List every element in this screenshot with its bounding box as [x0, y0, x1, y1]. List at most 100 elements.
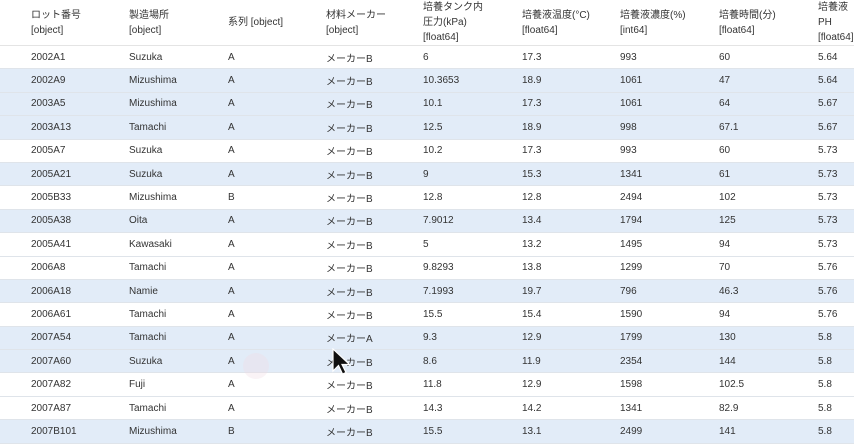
table-cell[interactable]: 141	[719, 419, 818, 444]
table-cell[interactable]: A	[228, 45, 326, 70]
table-cell[interactable]: 10.2	[423, 139, 522, 163]
table-row[interactable]: 2006A61 Tamachi A メーカーB 15.5 15.4 1590 94 5.76	[0, 302, 854, 327]
table-cell[interactable]: 13.8	[522, 256, 620, 280]
table-cell[interactable]: 130	[719, 326, 818, 351]
table-cell[interactable]: 14.3	[423, 396, 522, 421]
table-cell[interactable]: 12.5	[423, 115, 522, 140]
table-cell[interactable]: Fuji	[129, 372, 228, 397]
table-cell[interactable]: 94	[719, 302, 818, 327]
table-cell[interactable]: 61	[719, 162, 818, 187]
table-row[interactable]: 2005A41 Kawasaki A メーカーB 5 13.2 1495 94 5.73	[0, 232, 854, 257]
table-cell[interactable]: 5.8	[818, 372, 854, 397]
column-header[interactable]: 培養液濃度(%) [int64]	[620, 0, 719, 46]
table-cell[interactable]: 144	[719, 349, 818, 374]
table-cell[interactable]: A	[228, 372, 326, 397]
table-cell[interactable]: 102	[719, 185, 818, 210]
column-header[interactable]: 培養液PH [float64]	[818, 0, 854, 46]
table-cell[interactable]: 2005A41	[31, 232, 129, 257]
column-header[interactable]: 培養タンク内 圧力(kPa) [float64]	[423, 0, 522, 46]
table-cell[interactable]: Mizushima	[129, 68, 228, 93]
table-cell[interactable]: Kawasaki	[129, 232, 228, 257]
table-cell[interactable]: メーカーB	[326, 396, 423, 421]
table-cell[interactable]: 2354	[620, 349, 719, 374]
table-cell[interactable]: 19.7	[522, 279, 620, 304]
column-header[interactable]: 材料メーカー [object]	[326, 0, 423, 46]
table-cell[interactable]: Tamachi	[129, 302, 228, 327]
table-cell[interactable]: 2005A21	[31, 162, 129, 187]
table-cell[interactable]: A	[228, 115, 326, 140]
table-cell[interactable]: 12.8	[522, 185, 620, 210]
table-cell[interactable]: 82.9	[719, 396, 818, 421]
table-cell[interactable]: 6	[423, 45, 522, 70]
table-cell[interactable]: 5.76	[818, 256, 854, 280]
table-cell[interactable]: 1341	[620, 162, 719, 187]
table-cell[interactable]: 998	[620, 115, 719, 140]
table-cell[interactable]: 993	[620, 139, 719, 163]
table-cell[interactable]: 2003A13	[31, 115, 129, 140]
table-cell[interactable]: A	[228, 349, 326, 374]
column-header[interactable]: 培養時間(分) [float64]	[719, 0, 818, 46]
table-cell[interactable]: 1341	[620, 396, 719, 421]
table-cell[interactable]: メーカーB	[326, 279, 423, 304]
table-cell[interactable]: 2005A38	[31, 209, 129, 234]
table-cell[interactable]: 796	[620, 279, 719, 304]
table-cell[interactable]: 2002A9	[31, 68, 129, 93]
table-cell[interactable]: A	[228, 139, 326, 163]
table-cell[interactable]: 5.67	[818, 115, 854, 140]
table-cell[interactable]: 5.73	[818, 139, 854, 163]
table-cell[interactable]: 2007A87	[31, 396, 129, 421]
table-cell[interactable]: 5.73	[818, 232, 854, 257]
table-cell[interactable]: 2006A61	[31, 302, 129, 327]
table-cell[interactable]: 1794	[620, 209, 719, 234]
table-cell[interactable]: 12.8	[423, 185, 522, 210]
table-cell[interactable]: 10.3653	[423, 68, 522, 93]
table-cell[interactable]: 15.5	[423, 302, 522, 327]
table-cell[interactable]: 2005A7	[31, 139, 129, 163]
table-cell[interactable]: 17.3	[522, 139, 620, 163]
column-header[interactable]: 培養液温度(°C) [float64]	[522, 0, 620, 46]
table-cell[interactable]: Tamachi	[129, 256, 228, 280]
column-header[interactable]: ロット番号 [object]	[31, 0, 129, 46]
table-cell[interactable]: メーカーA	[326, 326, 423, 351]
table-cell[interactable]: 5.64	[818, 68, 854, 93]
table-cell[interactable]: Suzuka	[129, 162, 228, 187]
table-cell[interactable]: 18.9	[522, 68, 620, 93]
table-cell[interactable]: メーカーB	[326, 302, 423, 327]
table-row[interactable]: 2006A8 Tamachi A メーカーB 9.8293 13.8 1299 70 5.76	[0, 256, 854, 280]
column-header[interactable]: 系列 [object]	[228, 0, 326, 46]
table-cell[interactable]: 12.9	[522, 326, 620, 351]
table-cell[interactable]: Tamachi	[129, 326, 228, 351]
table-cell[interactable]: 5.76	[818, 279, 854, 304]
table-cell[interactable]: 14.2	[522, 396, 620, 421]
table-cell[interactable]: 12.9	[522, 372, 620, 397]
table-cell[interactable]: 7.1993	[423, 279, 522, 304]
table-row[interactable]: 2007B101 Mizushima B メーカーB 15.5 13.1 2499 141 5.…	[0, 419, 854, 444]
table-cell[interactable]: Mizushima	[129, 185, 228, 210]
table-cell[interactable]: 5.8	[818, 419, 854, 444]
table-cell[interactable]: 5.73	[818, 162, 854, 187]
table-cell[interactable]: 11.8	[423, 372, 522, 397]
table-cell[interactable]: メーカーB	[326, 115, 423, 140]
table-cell[interactable]: A	[228, 279, 326, 304]
table-cell[interactable]: 1590	[620, 302, 719, 327]
table-cell[interactable]: メーカーB	[326, 162, 423, 187]
table-cell[interactable]: 15.3	[522, 162, 620, 187]
table-cell[interactable]: Suzuka	[129, 349, 228, 374]
table-cell[interactable]: メーカーB	[326, 419, 423, 444]
table-cell[interactable]: 1061	[620, 68, 719, 93]
table-cell[interactable]: 9.3	[423, 326, 522, 351]
table-cell[interactable]: A	[228, 232, 326, 257]
table-cell[interactable]: メーカーB	[326, 185, 423, 210]
table-cell[interactable]: 17.3	[522, 45, 620, 70]
table-cell[interactable]: 9.8293	[423, 256, 522, 280]
table-cell[interactable]: メーカーB	[326, 209, 423, 234]
table-row[interactable]: 2002A1 Suzuka A メーカーB 6 17.3 993 60 5.64	[0, 45, 854, 70]
table-row[interactable]: 2007A87 Tamachi A メーカーB 14.3 14.2 1341 82.9 5.8	[0, 396, 854, 421]
table-cell[interactable]: メーカーB	[326, 45, 423, 70]
table-cell[interactable]: Tamachi	[129, 115, 228, 140]
table-cell[interactable]: 2002A1	[31, 45, 129, 70]
table-cell[interactable]: 18.9	[522, 115, 620, 140]
table-cell[interactable]: 2007A60	[31, 349, 129, 374]
table-row[interactable]: 2005A21 Suzuka A メーカーB 9 15.3 1341 61 5.73	[0, 162, 854, 187]
table-cell[interactable]: 1598	[620, 372, 719, 397]
